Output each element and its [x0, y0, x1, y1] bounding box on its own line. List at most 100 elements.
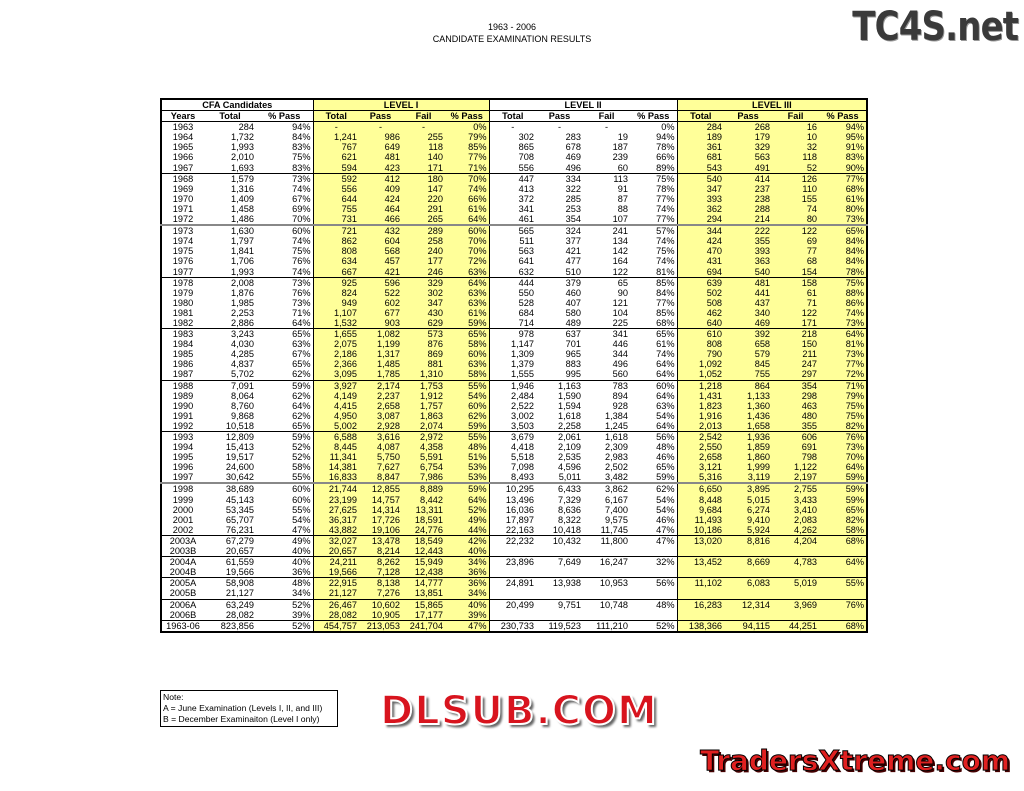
table-row: 1972 1,486 70% 731 466 265 64% 461 354 107 77% 294 2…: [161, 214, 868, 227]
cell-l3-total: 610: [676, 328, 725, 340]
cell-l1-pass: 604: [359, 236, 402, 247]
cell-total: 1,985: [231, 297, 254, 308]
cell-l3-total: 362: [676, 203, 725, 215]
cell-l2-total: [488, 567, 536, 579]
cell-l3-pass: 1,436: [724, 410, 773, 421]
cell-l1-fail: 265: [402, 214, 445, 227]
cell-l2-pct-pass: 63%: [656, 400, 675, 411]
cell-years: 2004A: [169, 557, 197, 568]
cell-l3-fail: 480: [772, 410, 820, 421]
cell-l3-pass: 237: [724, 183, 773, 194]
cell-l1-total: 755: [312, 203, 359, 215]
cell-l2-pct-pass: 75%: [656, 246, 675, 257]
table-row: 1989 8,064 62% 4,149 2,237 1,912 54% 2,484 1,590…: [161, 390, 868, 401]
cell-l3-pct-pass: 59%: [819, 483, 868, 495]
cell-l2-pass: [536, 546, 583, 558]
cell-l3-pass: 491: [724, 162, 773, 174]
cell-years: 2005B: [161, 588, 204, 600]
cell-l2-pass: 377: [565, 236, 581, 247]
cell-l3-pass: [724, 609, 773, 621]
cell-l1-pct-pass: 61%: [445, 307, 489, 318]
cell-l1-pct-pass: 49%: [445, 514, 489, 525]
cell-l3-total: [676, 609, 725, 621]
cell-l1-pct-pass: 42%: [445, 535, 489, 547]
column-header-l2-pass: Pass: [536, 110, 583, 123]
cell-l3-fail: 110: [772, 183, 820, 194]
cell-l3-total: 3,121: [676, 462, 725, 473]
cell-l3-pct-pass: 84%: [819, 246, 868, 257]
cell-l3-pass: 441: [724, 287, 773, 298]
cell-l3-fail: 77: [772, 246, 820, 257]
cell-l3-pct-pass: 88%: [819, 287, 868, 298]
cell-pct-pass: 54%: [292, 514, 311, 525]
cell-l2-pass: 379: [565, 277, 581, 288]
cell-l1-pct-pass: 72%: [445, 256, 489, 267]
cell-years: 1988: [172, 380, 194, 391]
cell-l1-total: 1,655: [312, 328, 359, 340]
table-row: 1985 4,285 67% 2,186 1,317 869 60% 1,309 965 344 7…: [161, 349, 868, 360]
cell-years: 1999: [172, 494, 194, 505]
cell-total: 1,693: [204, 162, 256, 174]
cell-l3-fail: [772, 546, 820, 558]
cell-l3-total: 543: [676, 162, 725, 174]
cell-l2-pass: 4,596: [558, 462, 581, 473]
cell-l3-fail: 118: [772, 152, 820, 163]
cell-l3-pct-pass: 77%: [819, 359, 868, 370]
cell-years: 1976: [172, 256, 194, 267]
cell-l3-pct-pass: 64%: [819, 328, 868, 340]
cell-l1-fail: 13,851: [402, 588, 445, 600]
cell-l1-total: 20,657: [312, 546, 359, 558]
cell-l1-total: 621: [312, 152, 359, 163]
cell-l2-pct-pass: 84%: [656, 287, 675, 298]
cell-pct-pass: 36%: [256, 567, 313, 579]
cell-l2-fail: 783: [612, 380, 628, 391]
cell-l2-fail: 91: [617, 183, 628, 194]
column-header-l1-total: Total: [312, 110, 359, 123]
cell-pct-pass: 64%: [256, 317, 313, 330]
cell-years: 1970: [172, 193, 194, 204]
cell-l3-pass: 8,669: [724, 556, 773, 568]
cell-l2-pass: 965: [565, 349, 581, 360]
cell-l1-pct-pass: 47%: [445, 620, 489, 632]
cell-pct-pass: 52%: [292, 620, 311, 631]
cell-l2-pct-pass: 78%: [656, 183, 675, 194]
cell-l3-pct-pass: 75%: [819, 400, 868, 411]
cell-l3-pass: 1,936: [724, 431, 773, 443]
cell-l1-pct-pass: 60%: [445, 349, 489, 360]
cell-total: 19,517: [225, 452, 254, 463]
cell-l1-pct-pass: 39%: [445, 609, 489, 621]
cell-l2-pct-pass: [630, 588, 678, 600]
column-header-total: Total: [204, 110, 256, 123]
table-row: 2005B 21,127 34% 21,127 7,276 13,851 34%: [161, 588, 868, 600]
cell-l3-pct-pass: [819, 546, 868, 558]
cell-l3-total: 2,542: [676, 431, 725, 443]
cell-l2-total: 684: [488, 307, 536, 318]
cell-l2-total: -: [488, 121, 536, 133]
cell-total: 1,876: [231, 287, 254, 298]
cell-l1-fail: 241,704: [402, 620, 445, 632]
cell-l2-total: 24,891: [488, 577, 536, 589]
cell-l3-pct-pass: 75%: [819, 410, 868, 421]
cell-l3-fail: 122: [772, 225, 820, 237]
cell-total: 1,630: [231, 226, 254, 237]
cell-l3-pct-pass: 73%: [819, 317, 868, 330]
cell-years: 1972: [161, 214, 204, 227]
table-row: 1973 1,630 60% 721 432 289 60% 565 324 241 57% 344 2…: [161, 225, 868, 237]
cell-l2-fail: 560: [583, 369, 630, 381]
cell-l2-pass: 2,258: [536, 420, 583, 432]
cell-l1-pass: 421: [359, 266, 402, 278]
cell-years: 1969: [172, 183, 194, 194]
cell-l1-pct-pass: 63%: [445, 359, 489, 370]
cell-pct-pass: 76%: [292, 256, 311, 267]
cell-total: 1,458: [231, 203, 254, 214]
note-box: Note: A = June Examination (Levels I, II…: [160, 690, 338, 727]
table-row: 1987 5,702 62% 3,095 1,785 1,310 58% 1,555 995 56…: [161, 369, 868, 381]
cell-years: 1992: [161, 420, 204, 432]
cell-l3-pct-pass: [819, 567, 868, 579]
cell-l3-pct-pass: 59%: [819, 472, 868, 485]
cell-l1-pct-pass: 40%: [445, 546, 489, 558]
cell-pct-pass: 67%: [292, 349, 311, 360]
cell-l3-fail: 297: [772, 369, 820, 381]
cell-pct-pass: 59%: [292, 380, 311, 391]
cell-l1-pct-pass: 59%: [445, 317, 489, 330]
